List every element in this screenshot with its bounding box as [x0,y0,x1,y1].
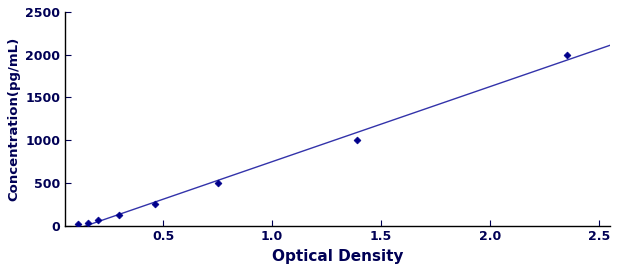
Y-axis label: Concentration(pg/mL): Concentration(pg/mL) [7,37,20,201]
X-axis label: Optical Density: Optical Density [272,249,403,264]
